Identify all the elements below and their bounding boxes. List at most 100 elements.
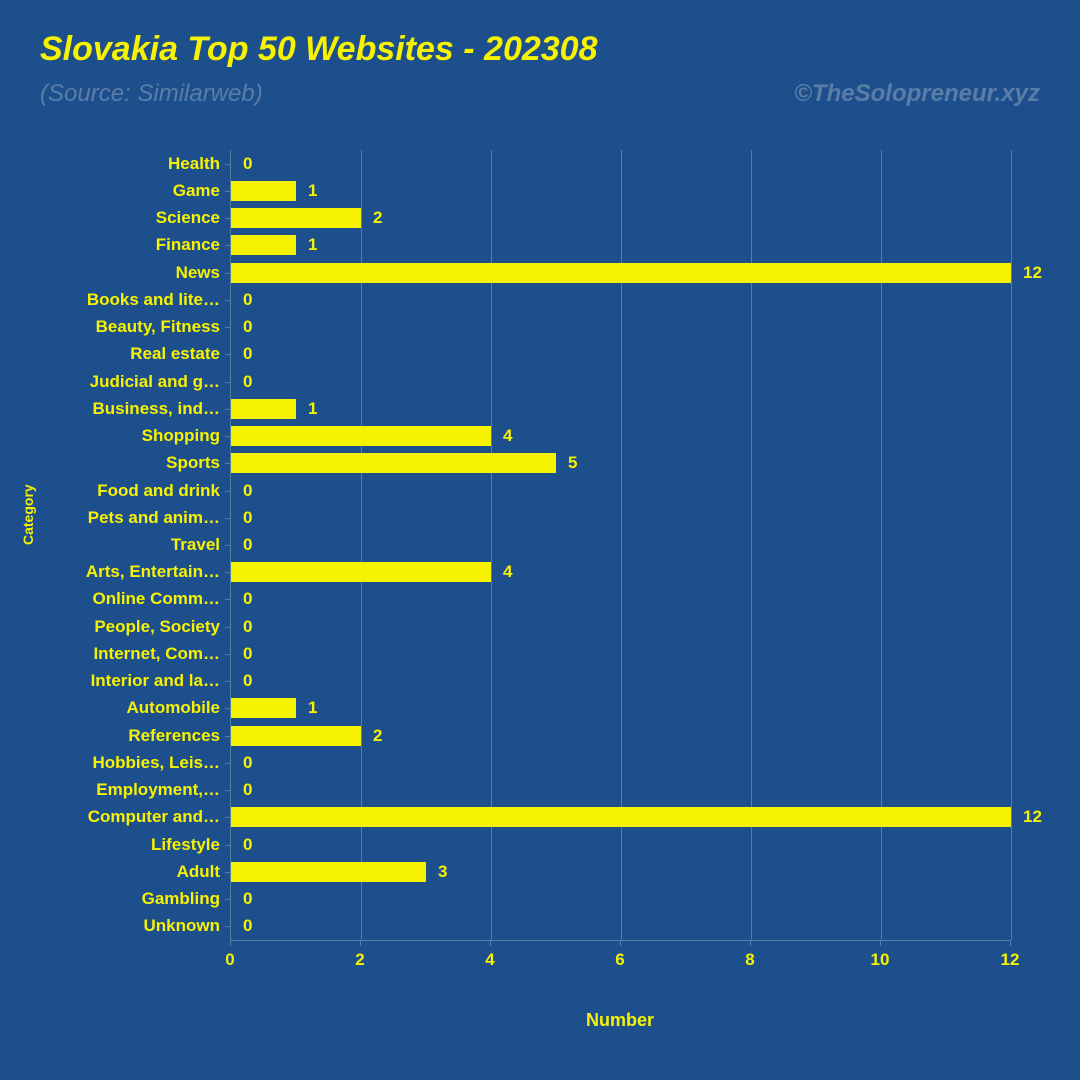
bar-value-label: 0 [243,372,252,392]
bar-row: 2 [231,208,361,228]
bar-value-label: 4 [503,426,512,446]
y-tick-label: Business, ind… [40,399,220,419]
bar-value-label: 4 [503,562,512,582]
y-tick-label: Pets and anim… [40,508,220,528]
bar [231,562,491,582]
bar-value-label: 0 [243,154,252,174]
x-tick-label: 8 [745,950,754,970]
chart-credit: ©TheSolopreneur.xyz [794,80,1040,108]
y-tick [225,164,230,165]
y-tick [225,273,230,274]
bar-row: 4 [231,426,491,446]
x-tick [360,940,361,946]
bar-row: 2 [231,726,361,746]
bar-value-label: 3 [438,862,447,882]
y-tick-label: Real estate [40,344,220,364]
bar-value-label: 0 [243,317,252,337]
bar-row: 1 [231,399,296,419]
y-tick [225,436,230,437]
y-tick-label: Finance [40,235,220,255]
y-tick-label: Adult [40,862,220,882]
gridline [1011,150,1012,940]
bar-value-label: 0 [243,344,252,364]
x-tick [750,940,751,946]
y-tick-label: Game [40,181,220,201]
y-tick-label: Science [40,208,220,228]
bar-row: 1 [231,235,296,255]
y-tick-label: Judicial and g… [40,372,220,392]
bar-value-label: 0 [243,290,252,310]
bar-value-label: 12 [1023,263,1042,283]
bar-row: 1 [231,698,296,718]
y-tick [225,545,230,546]
x-tick-label: 10 [871,950,890,970]
bar-value-label: 12 [1023,807,1042,827]
bar-value-label: 1 [308,698,317,718]
bar-value-label: 0 [243,835,252,855]
y-tick [225,899,230,900]
bar [231,862,426,882]
bar-row: 12 [231,263,1011,283]
y-tick-label: Arts, Entertain… [40,562,220,582]
bar [231,726,361,746]
x-tick [490,940,491,946]
chart-title: Slovakia Top 50 Websites - 202308 [40,30,598,69]
y-tick-label: Books and lite… [40,290,220,310]
y-tick [225,627,230,628]
y-tick [225,191,230,192]
y-tick-label: Interior and la… [40,671,220,691]
bar-value-label: 0 [243,780,252,800]
x-tick-label: 4 [485,950,494,970]
bar-value-label: 0 [243,508,252,528]
bar [231,426,491,446]
x-tick [880,940,881,946]
y-tick-label: References [40,726,220,746]
y-tick [225,491,230,492]
y-tick-label: Employment,… [40,780,220,800]
y-tick-label: People, Society [40,617,220,637]
y-tick [225,736,230,737]
y-tick-label: Food and drink [40,481,220,501]
bar-value-label: 0 [243,753,252,773]
y-tick [225,681,230,682]
y-tick-label: Shopping [40,426,220,446]
y-tick-label: Computer and… [40,807,220,827]
chart-subtitle: (Source: Similarweb) [40,80,263,108]
bar [231,807,1011,827]
y-tick-label: Unknown [40,916,220,936]
x-axis-title: Number [586,1010,654,1031]
bar [231,208,361,228]
y-tick [225,300,230,301]
bar-row: 5 [231,453,556,473]
x-tick [1010,940,1011,946]
bar-row: 12 [231,807,1011,827]
y-tick [225,463,230,464]
bar [231,181,296,201]
y-tick [225,763,230,764]
y-tick [225,845,230,846]
bar-value-label: 0 [243,889,252,909]
bar [231,399,296,419]
bar-value-label: 2 [373,208,382,228]
bar-row: 3 [231,862,426,882]
y-tick [225,354,230,355]
y-tick-label: Internet, Com… [40,644,220,664]
y-tick [225,708,230,709]
y-tick-label: Hobbies, Leis… [40,753,220,773]
x-tick [230,940,231,946]
bar [231,453,556,473]
y-tick-label: Sports [40,453,220,473]
x-tick-label: 0 [225,950,234,970]
y-tick [225,599,230,600]
bar [231,698,296,718]
y-tick [225,572,230,573]
y-tick [225,382,230,383]
y-tick [225,327,230,328]
y-tick [225,409,230,410]
y-tick-label: Travel [40,535,220,555]
bar-value-label: 0 [243,589,252,609]
y-axis-title: Category [20,484,36,545]
y-tick [225,872,230,873]
y-tick [225,817,230,818]
bar-value-label: 1 [308,235,317,255]
